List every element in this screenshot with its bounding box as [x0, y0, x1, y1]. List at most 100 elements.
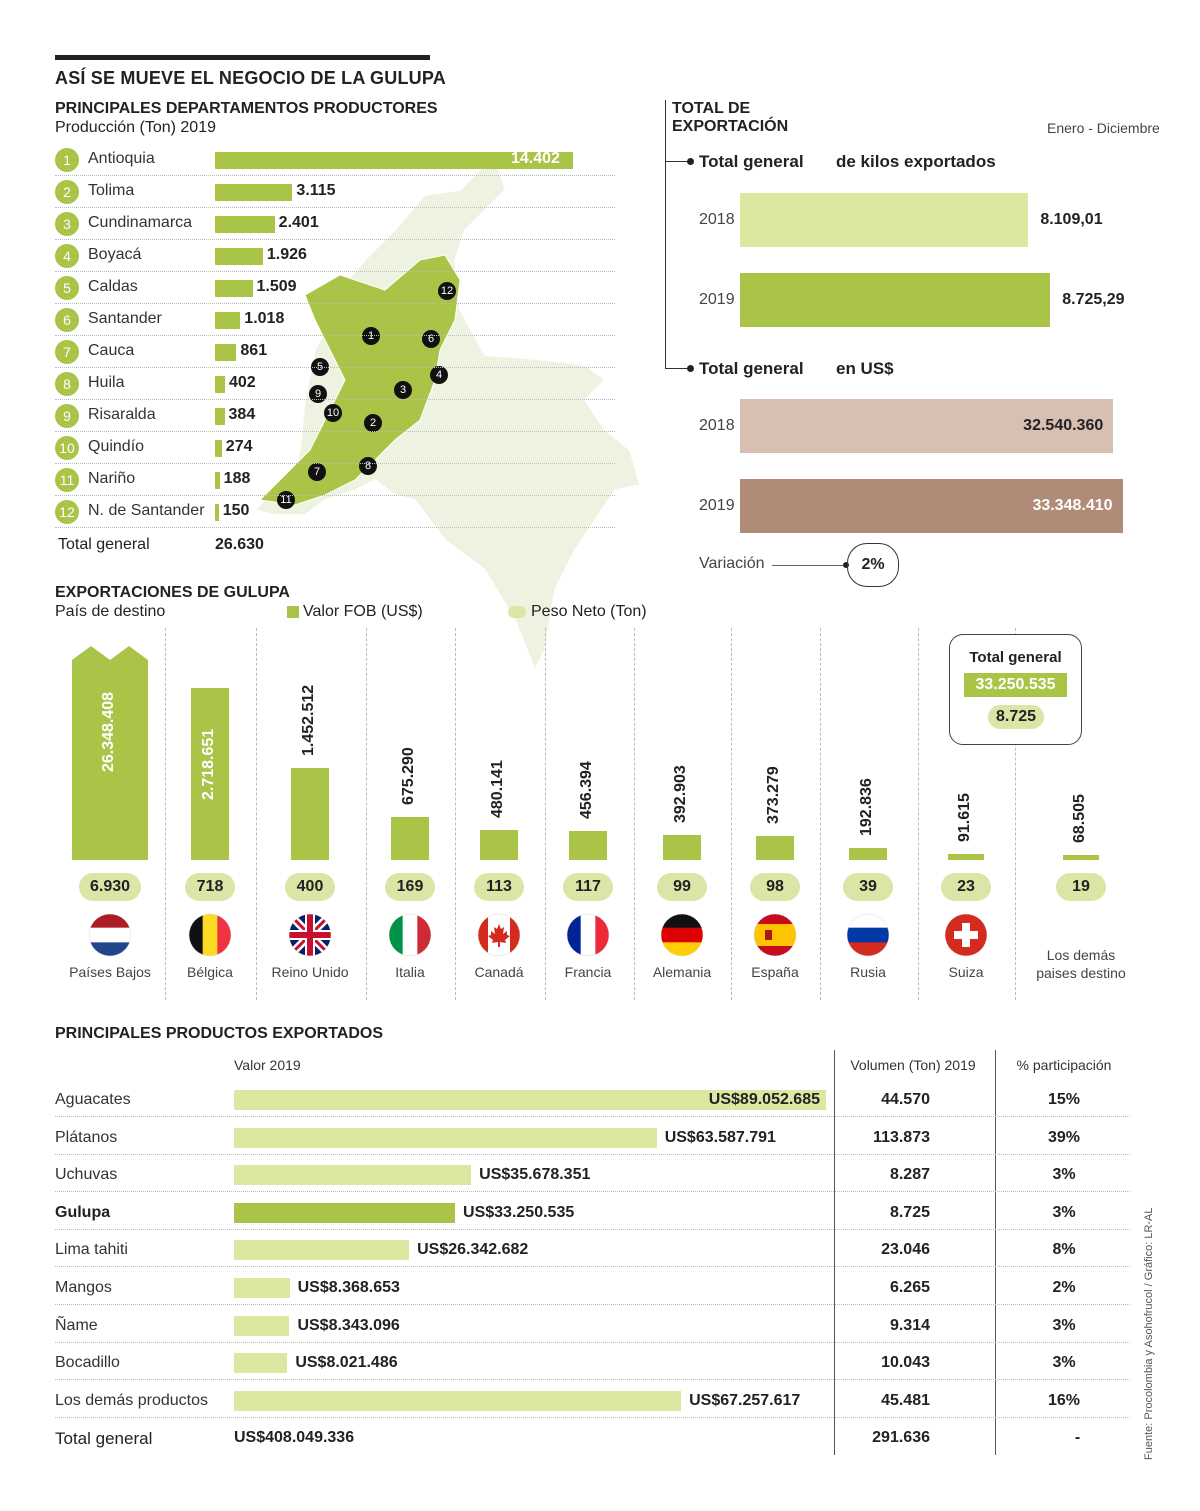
country-name: Rusia [850, 964, 886, 980]
germany-flag-icon [660, 913, 704, 957]
share-value: 3% [1052, 1166, 1076, 1183]
production-bar [215, 408, 225, 425]
product-name: Ñame [55, 1317, 98, 1334]
map-marker: 4 [430, 366, 448, 384]
usd-label-b: en US$ [836, 359, 894, 378]
volume-value: 113.873 [873, 1129, 930, 1146]
value-bar [234, 1128, 657, 1148]
kilos-value: 8.109,01 [1040, 211, 1103, 228]
production-bar [215, 440, 222, 457]
country-name: España [751, 964, 799, 980]
export-year: 2019 [699, 291, 735, 308]
fob-bar [72, 646, 148, 860]
producers-subtitle: Producción (Ton) 2019 [55, 119, 216, 136]
map-marker: 10 [324, 404, 342, 422]
destinations-total-weight: 8.725 [988, 705, 1044, 729]
producers-total-label: Total general [58, 536, 150, 553]
volume-value: 6.265 [889, 1279, 930, 1296]
destinations-total-label: Total general [969, 649, 1062, 666]
products-col-volume: Volumen (Ton) 2019 [850, 1057, 976, 1073]
department-name: Tolima [88, 182, 135, 199]
value-bar [234, 1391, 682, 1411]
rank-badge: 12 [55, 500, 79, 524]
products-title: PRINCIPALES PRODUCTOS EXPORTADOS [55, 1025, 384, 1042]
product-name: Los demás productos [55, 1392, 208, 1409]
share-value: 16% [1047, 1392, 1081, 1409]
fob-bar [480, 829, 518, 860]
production-value: 1.926 [266, 246, 307, 263]
spain-flag-icon [753, 913, 797, 957]
kilos-label-a: Total general [699, 152, 804, 171]
fob-value: 480.141 [489, 759, 506, 818]
products-total-share: - [1074, 1429, 1081, 1446]
weight-pill: 718 [185, 873, 235, 901]
column-divider [820, 628, 821, 1000]
exports-bracket-h1 [665, 161, 690, 162]
rank-badge: 8 [55, 372, 79, 396]
usd-label-a: Total general [699, 359, 804, 378]
value-bar [234, 1165, 472, 1185]
map-marker: 3 [394, 381, 412, 399]
exports-title-line2: EXPORTACIÓN [672, 118, 789, 135]
row-divider [55, 1154, 1130, 1155]
column-divider [455, 628, 456, 1000]
product-name: Aguacates [55, 1091, 131, 1108]
value-bar [234, 1090, 826, 1110]
value-bar [234, 1316, 290, 1336]
export-year: 2019 [699, 497, 735, 514]
fob-bar [391, 817, 429, 860]
country-name: Suiza [948, 964, 984, 980]
legend-weight-swatch [508, 606, 526, 618]
department-name: Huila [88, 374, 125, 391]
producers-total-value: 26.630 [215, 536, 264, 553]
department-name: Santander [88, 310, 162, 327]
production-bar [215, 280, 253, 297]
country-name: Bélgica [187, 964, 233, 980]
weight-pill: 23 [941, 873, 991, 901]
value-bar [234, 1203, 456, 1223]
fob-value: 91.615 [956, 793, 973, 843]
volume-value: 10.043 [881, 1354, 930, 1371]
department-name: Antioquia [88, 150, 155, 167]
fob-bar [849, 847, 887, 860]
production-bar [215, 344, 237, 361]
volume-value: 23.046 [881, 1241, 930, 1258]
fob-value: 192.836 [858, 777, 875, 836]
bullet-dot [687, 365, 694, 372]
column-divider [256, 628, 257, 1000]
column-divider [1015, 628, 1016, 1000]
destinations-total-fob: 33.250.535 [964, 673, 1067, 697]
fob-value: 1.452.512 [300, 684, 317, 757]
row-divider [55, 399, 615, 400]
weight-pill: 39 [843, 873, 893, 901]
map-marker: 12 [438, 282, 456, 300]
rank-badge: 3 [55, 212, 79, 236]
country-name: Los demás paises destino [1036, 947, 1126, 981]
production-bar [215, 376, 225, 393]
kilos-label-b: de kilos exportados [836, 152, 996, 171]
products-total-value: US$408.049.336 [234, 1429, 355, 1446]
product-name: Bocadillo [55, 1354, 120, 1371]
products-total-volume: 291.636 [872, 1429, 930, 1446]
row-divider [55, 1342, 1130, 1343]
variation-label: Variación [699, 555, 765, 572]
usd-value: 32.540.360 [1023, 417, 1104, 434]
fob-bar [191, 688, 229, 860]
source-note: Fuente: Procolombia y Asohofrucol / Gráf… [1143, 1207, 1155, 1460]
department-name: Boyacá [88, 246, 142, 263]
product-name: Lima tahiti [55, 1241, 128, 1258]
production-value: 402 [228, 374, 256, 391]
row-divider [55, 495, 615, 496]
map-marker: 6 [422, 330, 440, 348]
share-value: 39% [1047, 1129, 1081, 1146]
fob-bar [1063, 855, 1099, 860]
row-divider [55, 239, 615, 240]
map-marker: 11 [277, 491, 295, 509]
product-name: Plátanos [55, 1129, 118, 1146]
uk-flag-icon [288, 913, 332, 957]
production-bar [215, 472, 220, 489]
row-divider [55, 431, 615, 432]
products-col-value: Valor 2019 [234, 1057, 301, 1073]
weight-pill: 19 [1056, 873, 1106, 901]
product-name: Mangos [55, 1279, 112, 1296]
